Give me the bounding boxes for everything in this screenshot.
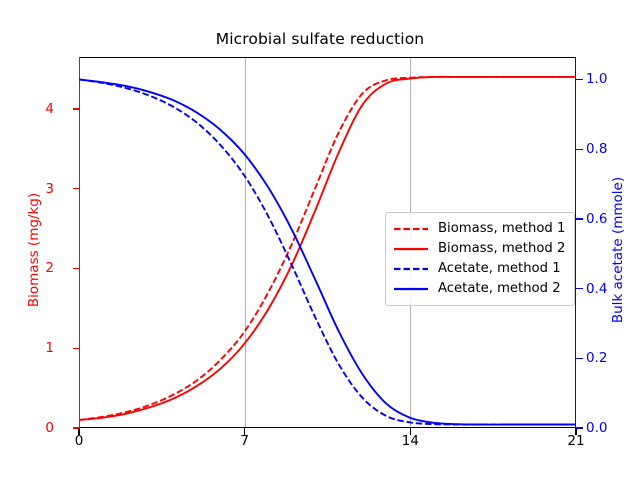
legend-label-2: Acetate, method 1 — [438, 261, 561, 276]
y-left-tick-label-0: 0 — [45, 420, 54, 436]
y-right-tick-label-1: 0.2 — [586, 350, 608, 367]
series-line-acetate-method-2 — [79, 78, 576, 426]
x-tick-label-2: 14 — [401, 433, 419, 449]
y-left-tick-label-1: 1 — [45, 340, 54, 357]
legend-line-sample-2 — [394, 267, 428, 271]
y-left-tickmark-0 — [72, 427, 79, 429]
legend-line-sample-3 — [394, 287, 428, 291]
x-tickmark-3 — [575, 428, 577, 435]
x-tickmark-2 — [409, 428, 411, 435]
y-right-tick-label-5: 1.0 — [586, 71, 608, 88]
y-left-tickmark-4 — [72, 108, 79, 110]
series-line-biomass-method-2 — [79, 75, 576, 421]
legend-item-2[interactable]: Acetate, method 1 — [393, 259, 565, 279]
axis-spine-bottom — [79, 426, 576, 428]
legend-item-3[interactable]: Acetate, method 2 — [393, 279, 565, 299]
y-right-tickmark-5 — [576, 78, 583, 81]
legend-label-0: Biomass, method 1 — [438, 221, 566, 236]
legend-label-3: Acetate, method 2 — [438, 281, 561, 296]
legend-line-sample-1 — [394, 247, 428, 251]
axis-spine-top — [79, 57, 576, 59]
y-right-tick-label-2: 0.4 — [586, 280, 608, 297]
x-tick-label-0: 0 — [74, 433, 84, 449]
y-left-tick-label-4: 4 — [45, 100, 54, 117]
chart-title: Microbial sulfate reduction — [215, 30, 425, 48]
y-right-tick-label-0: 0.0 — [586, 420, 608, 436]
y-axis-left-label: Biomass (mg/kg) — [26, 192, 42, 308]
legend-item-0[interactable]: Biomass, method 1 — [393, 219, 565, 239]
y-right-tickmark-3 — [576, 218, 583, 220]
y-right-tick-label-4: 0.8 — [586, 141, 608, 158]
chart-legend[interactable]: Biomass, method 1 Biomass, method 2 Acetat… — [385, 212, 576, 306]
y-right-tick-label-3: 0.6 — [586, 210, 608, 227]
x-tickmark-1 — [244, 428, 246, 435]
y-right-tickmark-1 — [576, 357, 583, 359]
y-right-tickmark-2 — [576, 287, 583, 290]
series-curves — [79, 75, 576, 426]
y-left-tickmark-1 — [72, 347, 79, 349]
y-right-tickmark-0 — [576, 427, 583, 429]
y-left-tickmark-2 — [72, 267, 79, 270]
y-left-tick-label-3: 3 — [45, 180, 54, 197]
gridline-x-7 — [244, 57, 246, 428]
y-axis-left-label-wrap: Biomass (mg/kg) — [10, 57, 42, 428]
y-left-tickmark-3 — [72, 187, 79, 190]
y-axis-right-label: Bulk acetate (mmole) — [610, 176, 626, 324]
x-tick-label-1: 7 — [240, 433, 249, 449]
x-tickmark-0 — [78, 428, 80, 435]
legend-item-1[interactable]: Biomass, method 2 — [393, 239, 565, 259]
x-tick-label-3: 21 — [567, 433, 585, 449]
axis-spine-left — [79, 57, 81, 428]
legend-line-sample-0 — [394, 227, 428, 231]
plot-area — [79, 57, 576, 428]
y-axis-right-label-wrap: Bulk acetate (mmole) — [608, 57, 628, 428]
y-right-tickmark-4 — [576, 148, 583, 150]
legend-label-1: Biomass, method 2 — [438, 241, 566, 256]
y-left-tick-label-2: 2 — [45, 260, 54, 277]
axis-spine-right — [574, 57, 576, 428]
